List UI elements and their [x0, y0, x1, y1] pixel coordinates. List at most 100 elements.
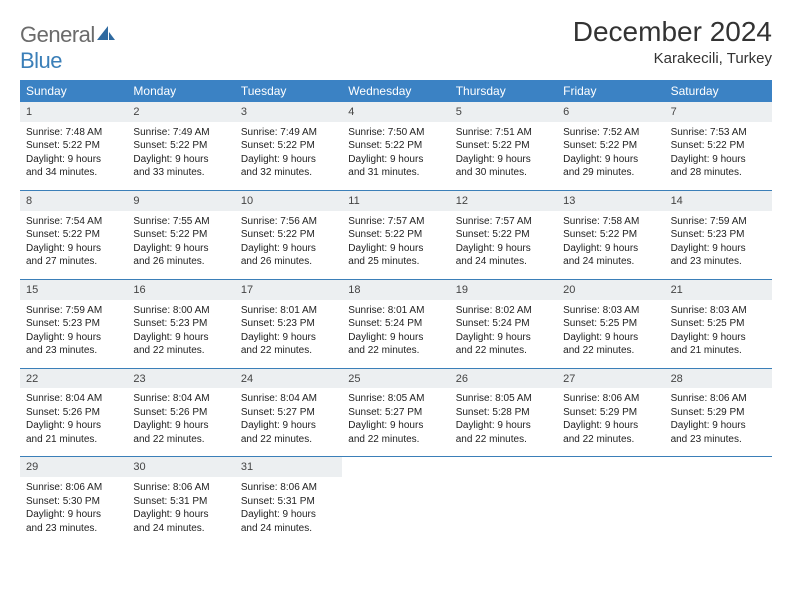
- day-sunrise: Sunrise: 7:53 AM: [671, 126, 766, 140]
- day-body: Sunrise: 8:06 AMSunset: 5:30 PMDaylight:…: [20, 477, 127, 545]
- day-sunset: Sunset: 5:26 PM: [133, 406, 228, 420]
- day-d2: and 23 minutes.: [26, 522, 121, 536]
- day-d1: Daylight: 9 hours: [133, 508, 228, 522]
- day-d1: Daylight: 9 hours: [241, 153, 336, 167]
- day-number: 19: [450, 280, 557, 300]
- day-sunset: Sunset: 5:22 PM: [241, 139, 336, 153]
- day-body: Sunrise: 7:51 AMSunset: 5:22 PMDaylight:…: [450, 122, 557, 190]
- day-sunrise: Sunrise: 8:05 AM: [456, 392, 551, 406]
- day-d2: and 26 minutes.: [133, 255, 228, 269]
- day-sunrise: Sunrise: 8:01 AM: [241, 304, 336, 318]
- day-body: Sunrise: 7:59 AMSunset: 5:23 PMDaylight:…: [20, 300, 127, 368]
- day-cell: 9Sunrise: 7:55 AMSunset: 5:22 PMDaylight…: [127, 191, 234, 279]
- day-d2: and 22 minutes.: [348, 344, 443, 358]
- day-number: 27: [557, 369, 664, 389]
- day-d2: and 23 minutes.: [26, 344, 121, 358]
- day-body: Sunrise: 7:50 AMSunset: 5:22 PMDaylight:…: [342, 122, 449, 190]
- day-body: Sunrise: 8:05 AMSunset: 5:28 PMDaylight:…: [450, 388, 557, 456]
- day-cell: 6Sunrise: 7:52 AMSunset: 5:22 PMDaylight…: [557, 102, 664, 190]
- day-sunrise: Sunrise: 8:06 AM: [133, 481, 228, 495]
- day-d2: and 25 minutes.: [348, 255, 443, 269]
- day-d2: and 26 minutes.: [241, 255, 336, 269]
- day-number: 13: [557, 191, 664, 211]
- day-sunrise: Sunrise: 7:59 AM: [671, 215, 766, 229]
- weekday-mon: Monday: [127, 80, 234, 102]
- day-d2: and 27 minutes.: [26, 255, 121, 269]
- day-sunset: Sunset: 5:27 PM: [348, 406, 443, 420]
- day-cell: 23Sunrise: 8:04 AMSunset: 5:26 PMDayligh…: [127, 369, 234, 457]
- day-sunrise: Sunrise: 8:05 AM: [348, 392, 443, 406]
- day-sunrise: Sunrise: 7:50 AM: [348, 126, 443, 140]
- day-body: Sunrise: 7:59 AMSunset: 5:23 PMDaylight:…: [665, 211, 772, 279]
- day-body: Sunrise: 7:49 AMSunset: 5:22 PMDaylight:…: [127, 122, 234, 190]
- day-d1: Daylight: 9 hours: [241, 508, 336, 522]
- day-d1: Daylight: 9 hours: [26, 419, 121, 433]
- day-number: 18: [342, 280, 449, 300]
- day-d1: Daylight: 9 hours: [241, 242, 336, 256]
- day-sunset: Sunset: 5:22 PM: [456, 228, 551, 242]
- day-d2: and 24 minutes.: [133, 522, 228, 536]
- day-number: 14: [665, 191, 772, 211]
- day-d1: Daylight: 9 hours: [456, 419, 551, 433]
- day-number: 22: [20, 369, 127, 389]
- day-sunset: Sunset: 5:23 PM: [133, 317, 228, 331]
- day-body: Sunrise: 8:04 AMSunset: 5:26 PMDaylight:…: [127, 388, 234, 456]
- day-sunset: Sunset: 5:22 PM: [563, 139, 658, 153]
- day-sunset: Sunset: 5:28 PM: [456, 406, 551, 420]
- day-body: Sunrise: 8:03 AMSunset: 5:25 PMDaylight:…: [557, 300, 664, 368]
- day-d2: and 28 minutes.: [671, 166, 766, 180]
- day-sunset: Sunset: 5:29 PM: [563, 406, 658, 420]
- weekday-thu: Thursday: [450, 80, 557, 102]
- day-sunrise: Sunrise: 7:55 AM: [133, 215, 228, 229]
- day-d2: and 21 minutes.: [671, 344, 766, 358]
- day-d1: Daylight: 9 hours: [671, 153, 766, 167]
- day-d1: Daylight: 9 hours: [133, 419, 228, 433]
- day-d1: Daylight: 9 hours: [133, 331, 228, 345]
- day-cell: 25Sunrise: 8:05 AMSunset: 5:27 PMDayligh…: [342, 369, 449, 457]
- day-d2: and 22 minutes.: [133, 433, 228, 447]
- day-sunrise: Sunrise: 8:06 AM: [241, 481, 336, 495]
- weekday-tue: Tuesday: [235, 80, 342, 102]
- day-sunrise: Sunrise: 7:51 AM: [456, 126, 551, 140]
- day-d2: and 23 minutes.: [671, 255, 766, 269]
- day-sunrise: Sunrise: 8:06 AM: [563, 392, 658, 406]
- day-body: Sunrise: 7:57 AMSunset: 5:22 PMDaylight:…: [450, 211, 557, 279]
- day-body: Sunrise: 7:48 AMSunset: 5:22 PMDaylight:…: [20, 122, 127, 190]
- title-block: December 2024 Karakecili, Turkey: [573, 16, 772, 67]
- day-number: 7: [665, 102, 772, 122]
- day-d2: and 31 minutes.: [348, 166, 443, 180]
- header-row: General Blue December 2024 Karakecili, T…: [20, 16, 772, 74]
- day-sunrise: Sunrise: 8:06 AM: [671, 392, 766, 406]
- day-sunrise: Sunrise: 8:00 AM: [133, 304, 228, 318]
- day-d1: Daylight: 9 hours: [26, 242, 121, 256]
- day-cell: 19Sunrise: 8:02 AMSunset: 5:24 PMDayligh…: [450, 280, 557, 368]
- day-d1: Daylight: 9 hours: [456, 153, 551, 167]
- day-d2: and 23 minutes.: [671, 433, 766, 447]
- day-d2: and 30 minutes.: [456, 166, 551, 180]
- day-d2: and 22 minutes.: [241, 433, 336, 447]
- day-d2: and 22 minutes.: [563, 344, 658, 358]
- day-sunset: Sunset: 5:22 PM: [133, 139, 228, 153]
- day-cell: 30Sunrise: 8:06 AMSunset: 5:31 PMDayligh…: [127, 457, 234, 545]
- day-number: 4: [342, 102, 449, 122]
- day-body: Sunrise: 8:01 AMSunset: 5:24 PMDaylight:…: [342, 300, 449, 368]
- day-cell: 13Sunrise: 7:58 AMSunset: 5:22 PMDayligh…: [557, 191, 664, 279]
- day-d1: Daylight: 9 hours: [133, 153, 228, 167]
- weekday-wed: Wednesday: [342, 80, 449, 102]
- day-d2: and 24 minutes.: [563, 255, 658, 269]
- day-d2: and 22 minutes.: [456, 433, 551, 447]
- day-cell: 29Sunrise: 8:06 AMSunset: 5:30 PMDayligh…: [20, 457, 127, 545]
- calendar-page: General Blue December 2024 Karakecili, T…: [0, 0, 792, 561]
- day-body: Sunrise: 8:01 AMSunset: 5:23 PMDaylight:…: [235, 300, 342, 368]
- day-body: Sunrise: 7:54 AMSunset: 5:22 PMDaylight:…: [20, 211, 127, 279]
- day-sunset: Sunset: 5:22 PM: [26, 139, 121, 153]
- day-sunrise: Sunrise: 8:04 AM: [133, 392, 228, 406]
- day-d1: Daylight: 9 hours: [671, 331, 766, 345]
- day-d2: and 32 minutes.: [241, 166, 336, 180]
- day-sunrise: Sunrise: 8:06 AM: [26, 481, 121, 495]
- day-sunset: Sunset: 5:22 PM: [671, 139, 766, 153]
- day-sunrise: Sunrise: 7:49 AM: [133, 126, 228, 140]
- day-body: Sunrise: 8:04 AMSunset: 5:27 PMDaylight:…: [235, 388, 342, 456]
- day-d1: Daylight: 9 hours: [348, 331, 443, 345]
- day-sunset: Sunset: 5:25 PM: [671, 317, 766, 331]
